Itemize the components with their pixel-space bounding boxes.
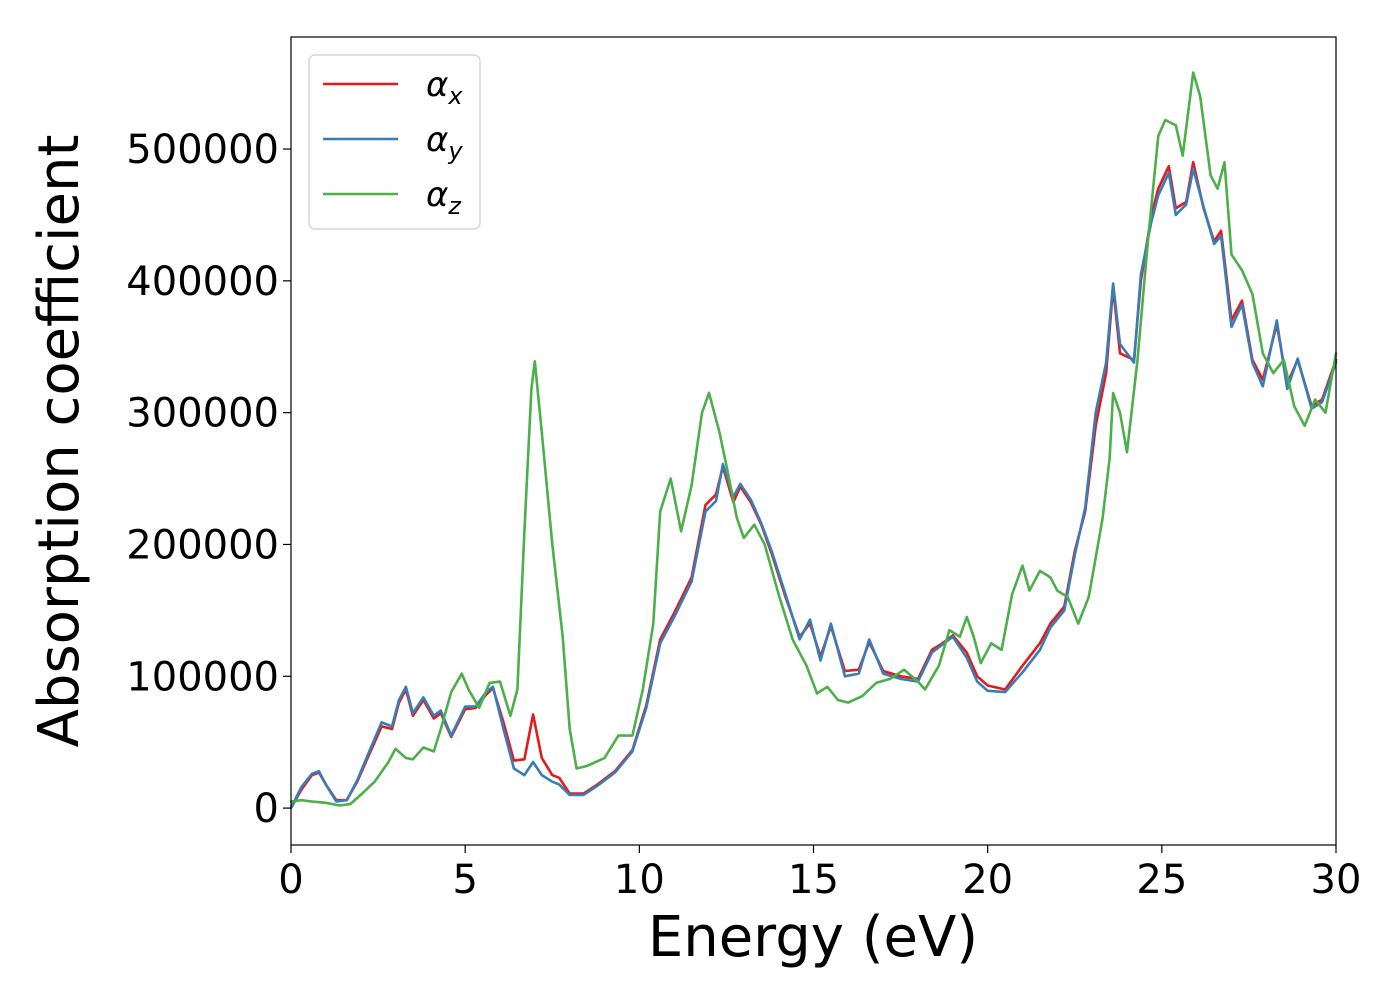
legend: αx αy αz [308, 54, 481, 230]
y-tick-label: 500000 [126, 127, 279, 173]
x-axis-label: Energy (eV) [648, 905, 978, 970]
legend-label-z: αz [426, 175, 462, 220]
x-tick-label: 0 [278, 857, 303, 903]
y-tick-label: 100000 [126, 654, 279, 700]
legend-box [308, 54, 481, 230]
y-tick-label: 0 [254, 786, 279, 832]
x-tick-label: 20 [962, 857, 1013, 903]
y-tick-label: 300000 [126, 391, 279, 437]
series-line-z [289, 71, 1338, 807]
legend-label-x: αx [426, 65, 463, 110]
x-tick-label: 5 [452, 857, 477, 903]
x-tick-label: 15 [788, 857, 839, 903]
x-tick-label: 10 [614, 857, 665, 903]
x-tick-label: 25 [1136, 857, 1187, 903]
y-axis-label: Absorption coefficient [27, 135, 92, 748]
ticks-layer: 0 5 10 15 20 25 30 0 100000 200000 300000 400000 500… [126, 127, 1361, 903]
y-tick-label: 200000 [126, 522, 279, 568]
y-tick-label: 400000 [126, 259, 279, 305]
series-layer [289, 71, 1338, 810]
series-line-y [289, 167, 1338, 810]
x-tick-label: 30 [1311, 857, 1362, 903]
legend-label-y: αy [426, 120, 463, 165]
